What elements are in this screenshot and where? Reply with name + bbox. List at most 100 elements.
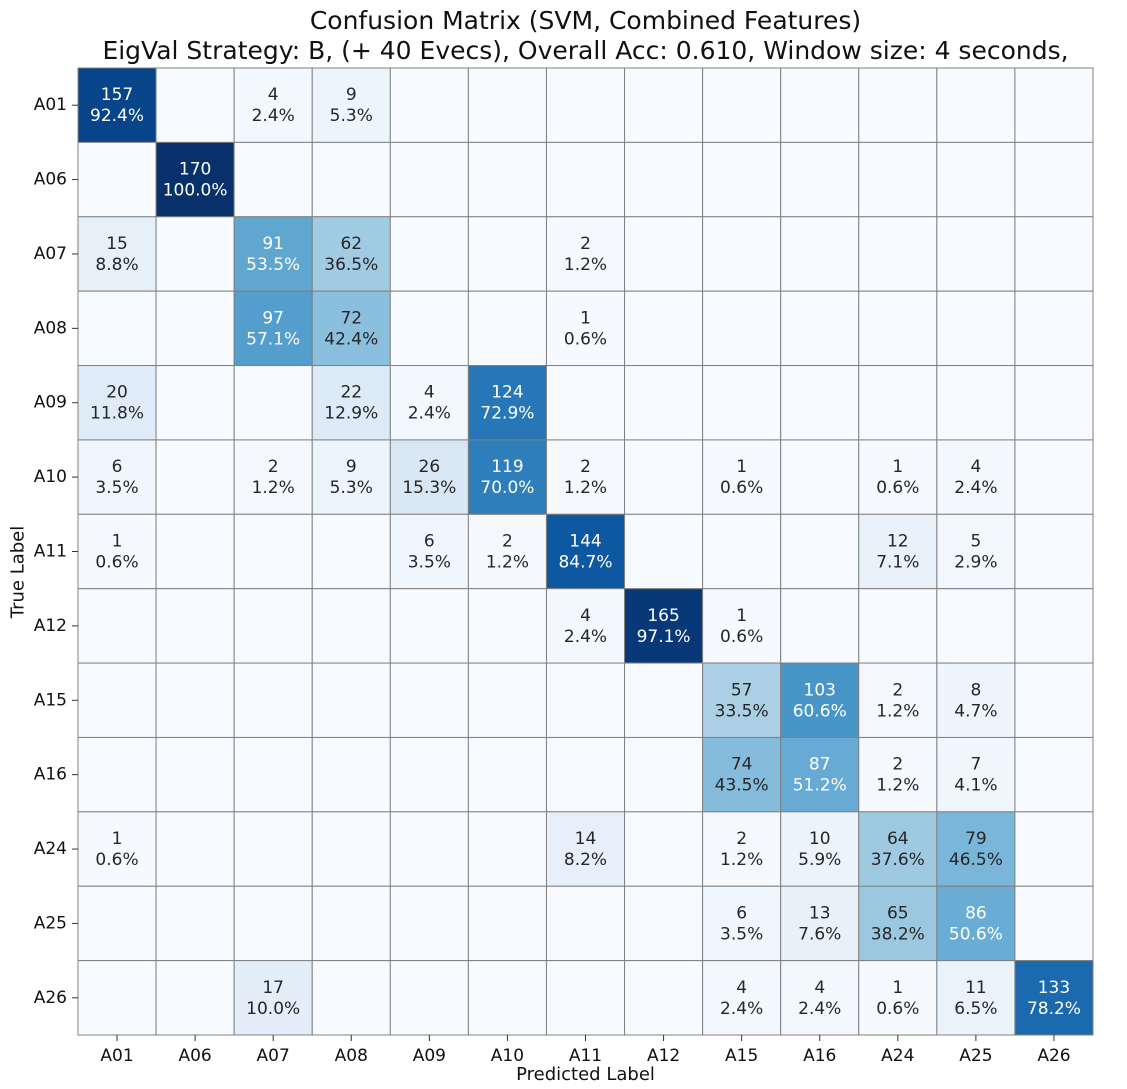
heatmap-cell (936, 811, 1016, 887)
cell-percent-label: 70.0% (480, 478, 534, 498)
cell-count-label: 4 (814, 978, 825, 998)
cell-count-label: 157 (101, 85, 133, 105)
heatmap-cell (467, 736, 547, 813)
cell-percent-label: 50.6% (949, 924, 1003, 944)
cell-count-label: 86 (965, 903, 987, 923)
x-tick-label: A26 (1037, 1046, 1070, 1066)
x-tick-label: A15 (725, 1046, 758, 1066)
cell-percent-label: 0.6% (876, 478, 919, 498)
cell-percent-label: 0.6% (876, 999, 919, 1019)
heatmap-cell (467, 290, 547, 367)
cell-percent-label: 38.2% (871, 924, 925, 944)
x-tick-label: A11 (569, 1046, 602, 1066)
heatmap-cell (545, 960, 626, 1036)
cell-count-label: 170 (179, 160, 211, 180)
heatmap-cell (624, 513, 704, 590)
heatmap-cell (1014, 588, 1094, 664)
heatmap-cell (545, 439, 626, 515)
heatmap-cell (311, 736, 391, 813)
heatmap-cell (311, 588, 391, 664)
heatmap-cell (936, 513, 1016, 590)
heatmap-cell (311, 885, 391, 962)
heatmap-cell (77, 662, 157, 738)
heatmap-cell (311, 513, 391, 590)
heatmap-cell (702, 290, 782, 367)
cell-count-label: 1 (892, 457, 903, 477)
heatmap-cell (467, 67, 547, 143)
cell-percent-label: 15.3% (402, 478, 456, 498)
heatmap-cell (702, 885, 782, 962)
cell-count-label: 2 (892, 755, 903, 775)
heatmap-cell (1014, 216, 1094, 292)
cell-count-label: 87 (809, 755, 831, 775)
heatmap-cell (311, 811, 391, 887)
heatmap-cell (936, 290, 1016, 367)
cell-percent-label: 46.5% (949, 850, 1003, 870)
heatmap-cell (155, 513, 235, 590)
cell-count-label: 2 (502, 532, 513, 552)
heatmap-cell (311, 365, 391, 441)
heatmap-cell (1014, 513, 1094, 590)
cell-percent-label: 3.5% (720, 924, 763, 944)
heatmap-cell (1014, 141, 1094, 218)
heatmap-cell (858, 960, 938, 1036)
heatmap-cell (624, 439, 704, 515)
heatmap-cell (233, 141, 313, 218)
cell-percent-label: 2.9% (954, 553, 997, 573)
cell-percent-label: 53.5% (246, 255, 300, 275)
heatmap-cell (780, 141, 860, 218)
cell-count-label: 103 (804, 680, 836, 700)
heatmap-cell (233, 439, 313, 515)
y-tick-label: A01 (34, 95, 67, 115)
heatmap-cell (545, 885, 626, 962)
heatmap-cell (1014, 290, 1094, 367)
heatmap-cell (467, 216, 547, 292)
cell-count-label: 124 (491, 383, 523, 403)
cell-count-label: 20 (106, 383, 128, 403)
heatmap-cell (545, 141, 626, 218)
heatmap-cell (624, 588, 704, 664)
heatmap-cell (702, 365, 782, 441)
cell-count-label: 91 (262, 234, 284, 254)
y-tick-label: A25 (34, 913, 67, 933)
heatmap-cell (858, 216, 938, 292)
y-axis-label: True Label (7, 525, 29, 619)
heatmap-cell (155, 141, 235, 218)
cell-count-label: 26 (419, 457, 441, 477)
cell-percent-label: 43.5% (715, 776, 769, 796)
heatmap-cell (467, 662, 547, 738)
cell-percent-label: 1.2% (486, 553, 529, 573)
cell-count-label: 15 (106, 234, 128, 254)
heatmap-cell (936, 365, 1016, 441)
heatmap-cell (780, 216, 860, 292)
heatmap-cell (389, 960, 469, 1036)
cell-percent-label: 60.6% (793, 701, 847, 721)
heatmap-cell (467, 811, 547, 887)
heatmap-cell (780, 885, 860, 962)
heatmap-cell (389, 811, 469, 887)
heatmap-cell (155, 216, 235, 292)
heatmap-cell (1014, 960, 1094, 1036)
cell-percent-label: 5.3% (330, 478, 373, 498)
heatmap-cell (780, 736, 860, 813)
cell-percent-label: 78.2% (1027, 999, 1081, 1019)
x-tick-label: A10 (491, 1046, 524, 1066)
cell-count-label: 13 (809, 903, 831, 923)
x-tick-label: A07 (257, 1046, 290, 1066)
y-tick-label: A15 (34, 690, 67, 710)
heatmap-cell (389, 662, 469, 738)
heatmap-cell (624, 960, 704, 1036)
x-tick-label: A16 (803, 1046, 836, 1066)
heatmap-cell (155, 736, 235, 813)
cell-count-label: 6 (424, 532, 435, 552)
cell-count-label: 9 (346, 457, 357, 477)
heatmap-cell (1014, 811, 1094, 887)
cell-count-label: 74 (731, 755, 753, 775)
cell-count-label: 2 (892, 680, 903, 700)
cell-count-label: 7 (970, 755, 981, 775)
heatmap-cell (624, 662, 704, 738)
cell-count-label: 57 (731, 680, 753, 700)
cell-count-label: 4 (268, 85, 279, 105)
heatmap-cell (936, 141, 1016, 218)
heatmap-cell (233, 811, 313, 887)
